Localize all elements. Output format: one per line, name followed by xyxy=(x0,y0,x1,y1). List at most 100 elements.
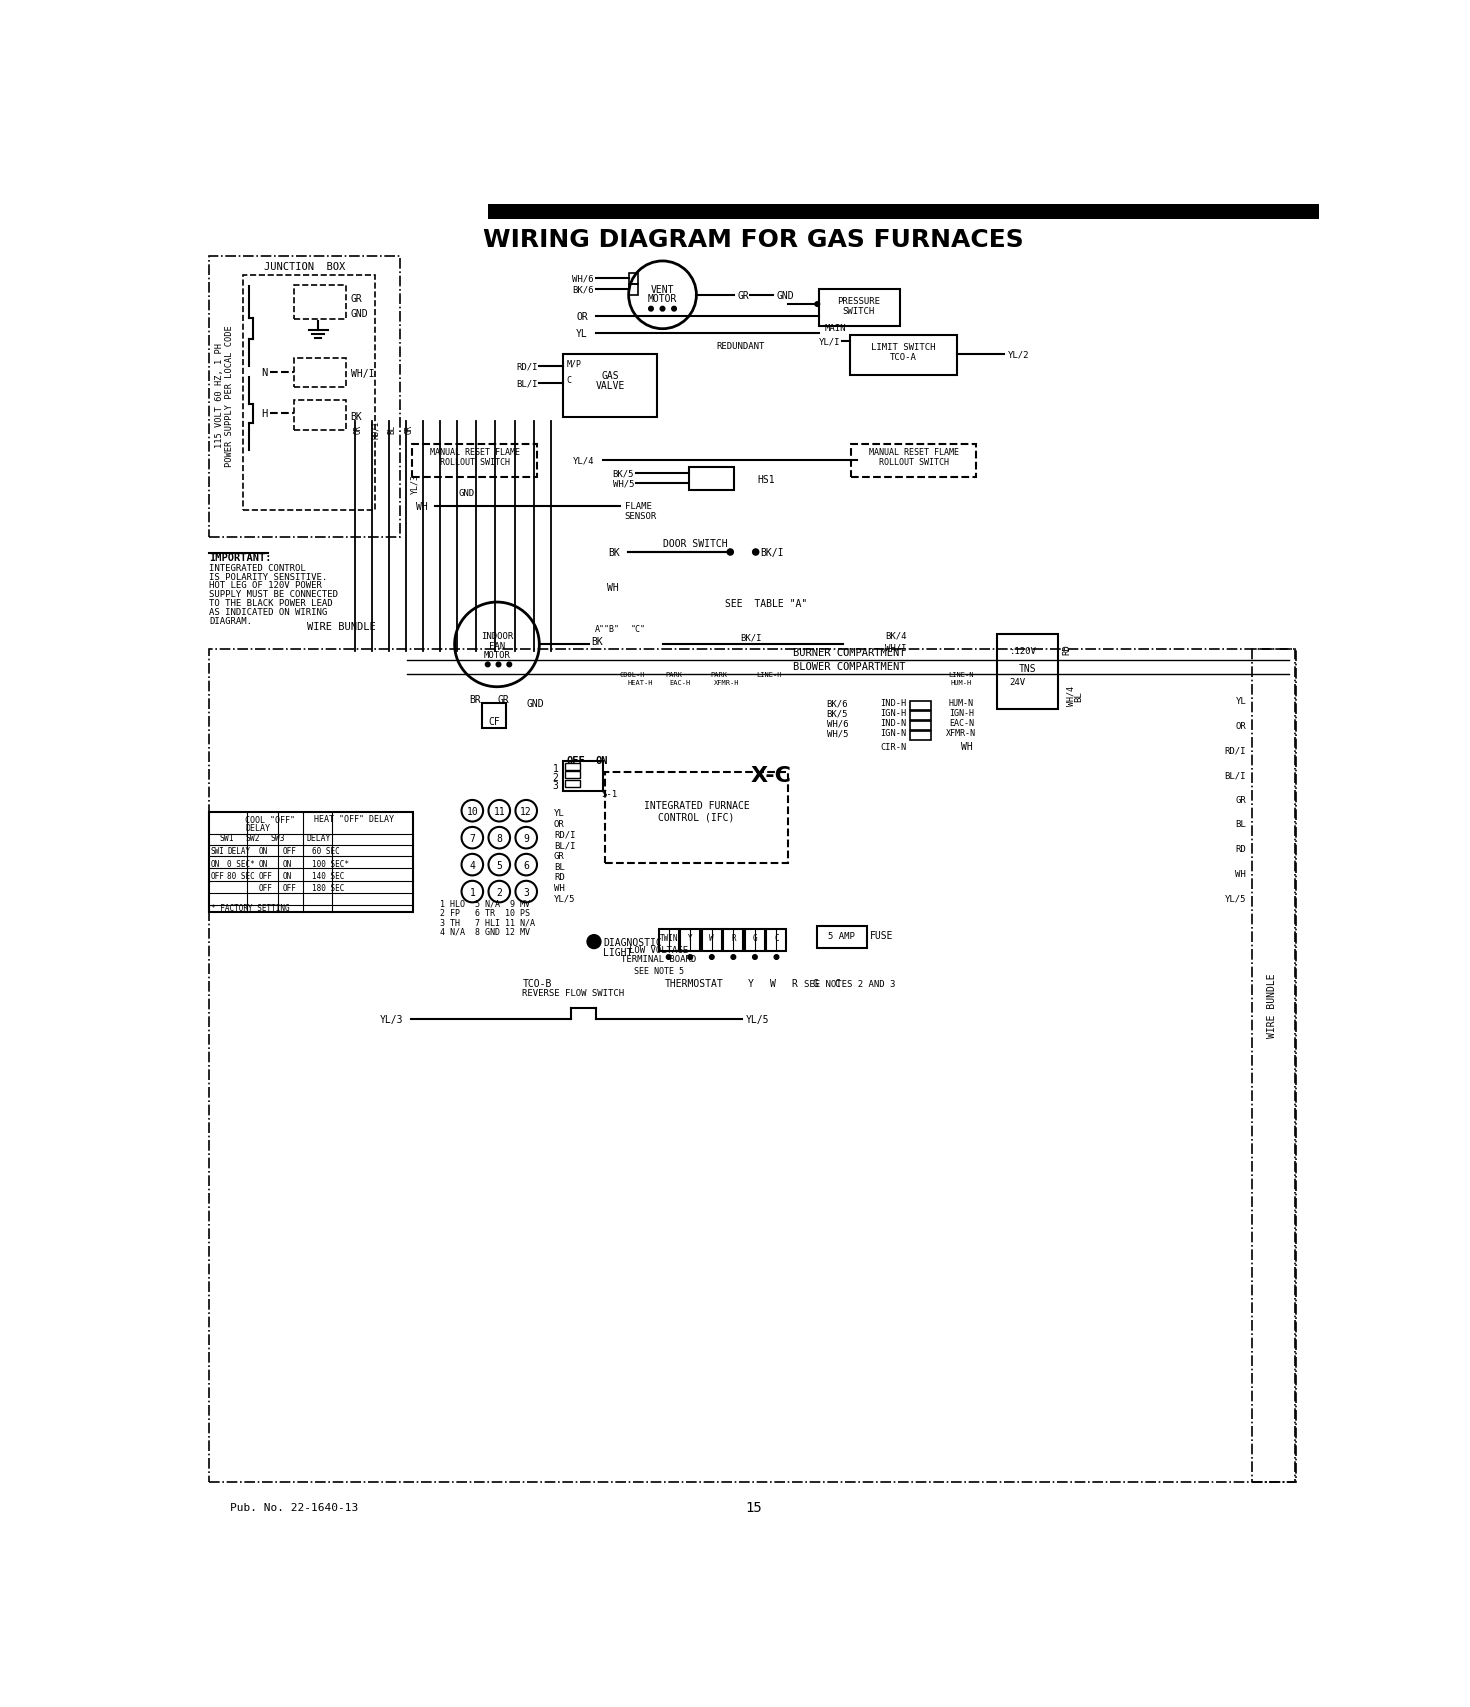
Text: 15: 15 xyxy=(745,1500,761,1514)
Text: OFF: OFF xyxy=(282,847,297,855)
Text: DOOR SWITCH: DOOR SWITCH xyxy=(663,538,728,548)
Text: GR: GR xyxy=(1235,795,1247,804)
Text: OFF: OFF xyxy=(566,756,585,765)
Text: WH: WH xyxy=(416,502,428,512)
Text: OFF: OFF xyxy=(210,871,225,881)
Bar xyxy=(998,635,1057,710)
Text: SWITCH: SWITCH xyxy=(842,307,875,316)
Text: 12: 12 xyxy=(520,806,532,816)
Text: RD/I: RD/I xyxy=(554,830,575,838)
Text: EAC-N: EAC-N xyxy=(948,719,973,727)
Text: BR: BR xyxy=(469,695,481,705)
Bar xyxy=(910,702,931,710)
Text: 1: 1 xyxy=(469,888,475,898)
Text: BK: BK xyxy=(351,411,363,422)
Text: PARK: PARK xyxy=(666,671,682,678)
Text: BK: BK xyxy=(591,637,603,647)
Text: GND: GND xyxy=(351,309,369,319)
Text: TNS: TNS xyxy=(1019,662,1036,673)
Text: A""B": A""B" xyxy=(594,625,619,633)
Text: 9: 9 xyxy=(523,833,529,843)
Text: HS1: HS1 xyxy=(757,475,775,485)
Text: GR: GR xyxy=(404,425,413,434)
Text: * FACTORY SETTING: * FACTORY SETTING xyxy=(210,903,290,913)
Bar xyxy=(681,930,700,951)
Bar xyxy=(209,258,400,538)
Text: BL: BL xyxy=(1235,819,1247,830)
Text: ON: ON xyxy=(259,859,268,869)
Circle shape xyxy=(775,956,779,959)
Text: LOW VOLTAGE: LOW VOLTAGE xyxy=(629,946,688,954)
Text: GR: GR xyxy=(497,695,509,705)
Text: DIAGRAM.: DIAGRAM. xyxy=(209,616,251,625)
Text: IND-N: IND-N xyxy=(881,719,907,727)
Text: SW3: SW3 xyxy=(270,833,285,843)
Text: WH/6: WH/6 xyxy=(826,719,848,727)
Text: WIRING DIAGRAM FOR GAS FURNACES: WIRING DIAGRAM FOR GAS FURNACES xyxy=(484,227,1023,251)
Text: HEAT-H: HEAT-H xyxy=(628,679,653,686)
Text: 8: 8 xyxy=(497,833,503,843)
Text: OR: OR xyxy=(354,425,363,434)
Text: C: C xyxy=(775,934,779,942)
Circle shape xyxy=(648,307,653,312)
Bar xyxy=(850,336,957,376)
Bar xyxy=(659,930,679,951)
Text: 3: 3 xyxy=(553,780,559,790)
Text: FLAME: FLAME xyxy=(625,502,651,510)
Text: YL/4: YL/4 xyxy=(572,456,594,464)
Text: SENSOR: SENSOR xyxy=(625,510,657,521)
Text: H: H xyxy=(262,410,268,420)
Text: BL/I: BL/I xyxy=(516,379,538,389)
Text: N: N xyxy=(262,367,268,377)
Text: MANUAL RESET FLAME: MANUAL RESET FLAME xyxy=(869,449,958,457)
Text: VENT: VENT xyxy=(651,285,675,295)
Bar xyxy=(563,355,657,418)
Circle shape xyxy=(497,662,501,667)
Text: PARK: PARK xyxy=(710,671,728,678)
Text: ON: ON xyxy=(210,859,220,869)
Text: BL: BL xyxy=(554,862,564,871)
Bar xyxy=(563,761,603,792)
Text: YL: YL xyxy=(1235,696,1247,705)
Text: BK/5: BK/5 xyxy=(826,708,848,719)
Text: SEE  TABLE "A": SEE TABLE "A" xyxy=(725,599,807,608)
Text: CF: CF xyxy=(488,717,500,727)
Text: YL/3: YL/3 xyxy=(410,473,419,493)
Text: 1 HLO  5 N/A  9 MV: 1 HLO 5 N/A 9 MV xyxy=(440,900,531,908)
Text: ROLLOUT SWITCH: ROLLOUT SWITCH xyxy=(879,457,948,466)
Text: X-C: X-C xyxy=(751,766,791,785)
Text: HEAT "OFF" DELAY: HEAT "OFF" DELAY xyxy=(315,814,394,823)
Text: INTEGRATED CONTROL: INTEGRATED CONTROL xyxy=(209,563,306,572)
Text: MANUAL RESET FLAME: MANUAL RESET FLAME xyxy=(429,449,519,457)
Bar xyxy=(209,813,413,913)
Text: WH/I: WH/I xyxy=(351,369,375,379)
Text: M/P: M/P xyxy=(566,360,581,369)
Text: TCO-B: TCO-B xyxy=(522,978,551,988)
Text: 2: 2 xyxy=(553,772,559,782)
Circle shape xyxy=(587,935,601,949)
Text: RD/I: RD/I xyxy=(370,420,379,439)
Text: RD/I: RD/I xyxy=(516,362,538,370)
Text: G: G xyxy=(813,978,819,988)
Text: LIGHT: LIGHT xyxy=(603,947,632,958)
Text: 5: 5 xyxy=(497,860,503,871)
Text: WH/6: WH/6 xyxy=(572,275,594,283)
Text: XFMR-H: XFMR-H xyxy=(713,679,739,686)
Text: BK/I: BK/I xyxy=(741,633,761,642)
Text: 4: 4 xyxy=(469,860,475,871)
Text: THERMOSTAT: THERMOSTAT xyxy=(664,978,723,988)
Bar xyxy=(819,290,900,326)
Text: FAN: FAN xyxy=(490,642,506,650)
Text: BK/4: BK/4 xyxy=(885,632,907,640)
Bar xyxy=(629,275,638,285)
Text: GR: GR xyxy=(351,294,363,304)
Text: GND: GND xyxy=(459,488,475,498)
Text: BK/I: BK/I xyxy=(760,548,784,558)
Text: SW2: SW2 xyxy=(245,833,260,843)
Text: R: R xyxy=(791,978,797,988)
Text: ON: ON xyxy=(282,871,293,881)
Text: YL/3: YL/3 xyxy=(379,1014,403,1024)
Text: OR: OR xyxy=(554,819,564,828)
Text: BL/I: BL/I xyxy=(554,840,575,850)
Text: TERMINAL BOARD: TERMINAL BOARD xyxy=(620,954,697,963)
